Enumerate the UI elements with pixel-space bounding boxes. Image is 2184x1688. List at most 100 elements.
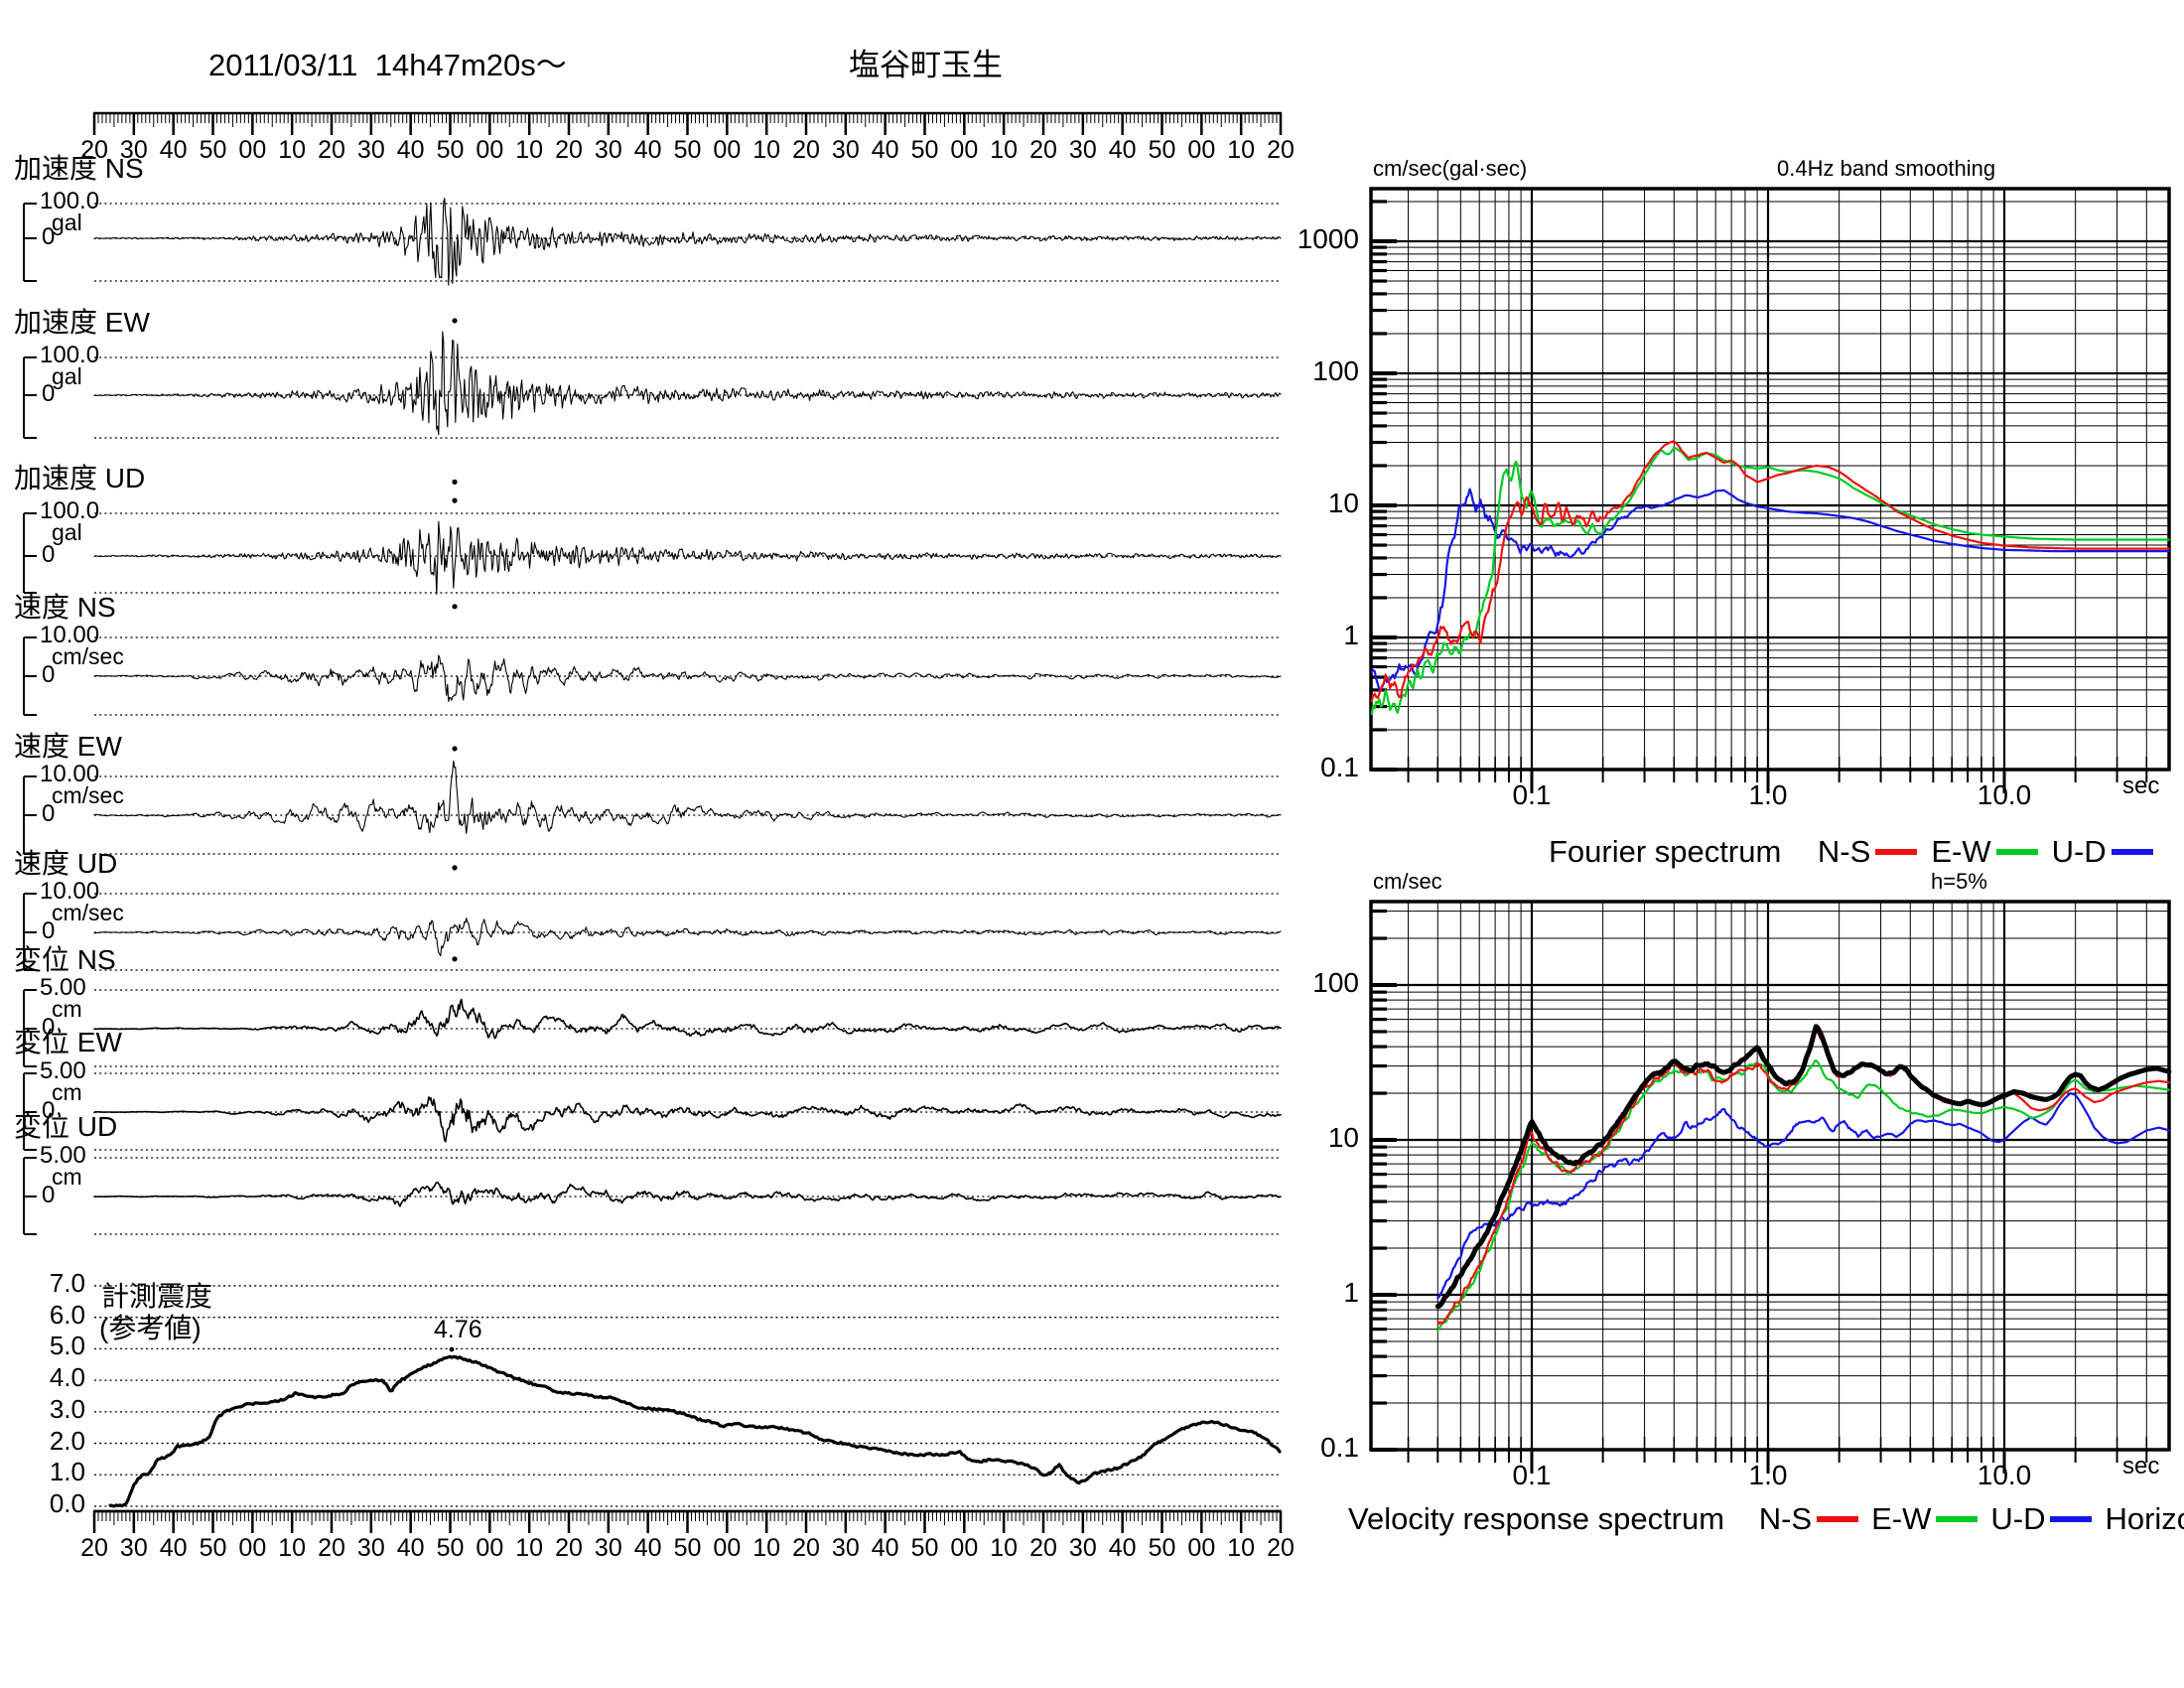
time-tick-label: 50 bbox=[436, 136, 465, 164]
channel-zero-label: 0 bbox=[42, 1014, 56, 1041]
time-tick-label: 30 bbox=[1068, 1534, 1097, 1562]
time-tick-label: 30 bbox=[119, 1534, 148, 1562]
legend-swatch-e-w bbox=[1936, 1516, 1979, 1522]
channel-scale-unit: cm bbox=[52, 1164, 82, 1190]
channel-zero-label: 0 bbox=[42, 223, 56, 250]
channel-scale-unit: cm bbox=[52, 1079, 82, 1105]
response-x-unit: sec bbox=[2122, 1453, 2160, 1479]
channel-zero-label: 0 bbox=[42, 380, 56, 407]
fourier-smoothing-label: 0.4Hz band smoothing bbox=[1777, 156, 1996, 181]
time-tick-label: 20 bbox=[80, 136, 108, 164]
channel-label: 速度 NS bbox=[14, 592, 116, 623]
time-tick-label: 20 bbox=[318, 1534, 345, 1562]
time-tick-label: 30 bbox=[119, 136, 148, 164]
time-tick-label: 20 bbox=[555, 136, 583, 164]
channel-zero-label: 0 bbox=[42, 917, 56, 944]
legend-item-e-w: E-W bbox=[1931, 834, 1991, 869]
legend-swatch-n-s bbox=[1875, 849, 1918, 855]
legend-item-n-s: N-S bbox=[1817, 834, 1871, 869]
time-tick-label: 50 bbox=[673, 1534, 702, 1562]
legend-item-n-s: N-S bbox=[1758, 1501, 1813, 1536]
channel-zero-label: 0 bbox=[42, 541, 56, 568]
time-tick-label: 40 bbox=[159, 136, 188, 164]
spectrum-ytick-label: 100 bbox=[1312, 967, 1359, 998]
time-tick-label: 00 bbox=[713, 1534, 742, 1562]
intensity-ytick-label: 1.0 bbox=[49, 1457, 85, 1487]
spectrum-xtick-label: 1.0 bbox=[1748, 779, 1788, 810]
time-tick-label: 20 bbox=[1267, 1534, 1295, 1562]
spectrum-ytick-label: 10 bbox=[1327, 488, 1359, 518]
time-tick-label: 00 bbox=[238, 136, 267, 164]
spectrum-ytick-label: 0.1 bbox=[1320, 752, 1359, 782]
time-tick-label: 30 bbox=[356, 136, 385, 164]
time-tick-label: 50 bbox=[1148, 136, 1176, 164]
time-tick-label: 20 bbox=[792, 136, 820, 164]
time-tick-label: 20 bbox=[1029, 136, 1057, 164]
intensity-ytick-label: 3.0 bbox=[49, 1393, 85, 1424]
spectrum-xtick-label: 10.0 bbox=[1977, 1460, 2032, 1490]
time-tick-label: 00 bbox=[476, 1534, 504, 1562]
time-tick-label: 00 bbox=[1187, 136, 1216, 164]
time-tick-label: 10 bbox=[990, 1534, 1019, 1562]
channel-zero-label: 0 bbox=[42, 661, 56, 688]
channel-label: 速度 EW bbox=[14, 731, 122, 762]
time-tick-label: 50 bbox=[199, 1534, 227, 1562]
time-tick-label: 10 bbox=[278, 136, 307, 164]
time-tick-label: 10 bbox=[1227, 1534, 1256, 1562]
response-legend: Velocity response spectrum N-S E-W U-D Hori… bbox=[1348, 1501, 2184, 1537]
legend-item-u-d: U-D bbox=[2051, 834, 2107, 869]
spectrum-ytick-label: 1 bbox=[1343, 1277, 1359, 1308]
response-legend-title: Velocity response spectrum bbox=[1348, 1501, 1725, 1536]
channel-label: 変位 UD bbox=[14, 1111, 118, 1142]
spectrum-ytick-label: 100 bbox=[1312, 355, 1359, 386]
intensity-title: 計測震度 bbox=[101, 1281, 213, 1312]
time-tick-label: 20 bbox=[555, 1534, 583, 1562]
intensity-peak-value: 4.76 bbox=[434, 1316, 482, 1343]
station-name: 塩谷町玉生 bbox=[849, 48, 1003, 82]
time-tick-label: 50 bbox=[910, 1534, 939, 1562]
spectrum-ytick-label: 0.1 bbox=[1320, 1432, 1359, 1463]
spectrum-xtick-label: 1.0 bbox=[1748, 1460, 1788, 1490]
spectrum-ytick-label: 1000 bbox=[1297, 223, 1359, 254]
time-tick-label: 50 bbox=[910, 136, 939, 164]
time-tick-label: 40 bbox=[396, 1534, 425, 1562]
legend-item-u-d: U-D bbox=[1990, 1501, 2046, 1536]
time-tick-label: 20 bbox=[1029, 1534, 1057, 1562]
spectrum-xtick-label: 0.1 bbox=[1512, 779, 1552, 810]
time-tick-label: 50 bbox=[1148, 1534, 1176, 1562]
time-tick-label: 20 bbox=[1267, 136, 1295, 164]
time-tick-label: 10 bbox=[515, 136, 544, 164]
time-tick-label: 10 bbox=[515, 1534, 544, 1562]
channel-scale-value: 100.0 bbox=[40, 188, 100, 214]
time-tick-label: 30 bbox=[831, 1534, 860, 1562]
time-tick-label: 40 bbox=[871, 1534, 899, 1562]
time-tick-label: 00 bbox=[238, 1534, 267, 1562]
channel-scale-unit: cm/sec bbox=[52, 643, 124, 669]
intensity-subtitle: (参考値) bbox=[99, 1313, 202, 1343]
time-tick-label: 00 bbox=[950, 1534, 979, 1562]
time-tick-label: 50 bbox=[436, 1534, 465, 1562]
channel-scale-value: 10.00 bbox=[40, 761, 100, 787]
time-tick-label: 30 bbox=[356, 1534, 385, 1562]
channel-scale-unit: gal bbox=[52, 363, 82, 389]
channel-scale-value: 100.0 bbox=[40, 497, 100, 524]
time-tick-label: 00 bbox=[476, 136, 504, 164]
spectrum-ytick-label: 1 bbox=[1343, 620, 1359, 650]
channel-scale-value: 5.00 bbox=[40, 974, 86, 1001]
channel-label: 速度 UD bbox=[14, 848, 118, 879]
intensity-ytick-label: 2.0 bbox=[49, 1425, 85, 1456]
time-tick-label: 30 bbox=[594, 136, 622, 164]
channel-scale-unit: cm/sec bbox=[52, 782, 124, 808]
time-tick-label: 20 bbox=[792, 1534, 820, 1562]
channel-scale-value: 100.0 bbox=[40, 342, 100, 368]
time-tick-label: 00 bbox=[713, 136, 742, 164]
time-tick-label: 40 bbox=[159, 1534, 188, 1562]
legend-swatch-u-d bbox=[2111, 849, 2153, 855]
channel-label: 加速度 NS bbox=[14, 153, 144, 184]
channel-scale-unit: cm/sec bbox=[52, 900, 124, 925]
channel-scale-unit: gal bbox=[52, 210, 82, 235]
channel-scale-unit: cm bbox=[52, 996, 82, 1022]
time-tick-label: 10 bbox=[990, 136, 1019, 164]
